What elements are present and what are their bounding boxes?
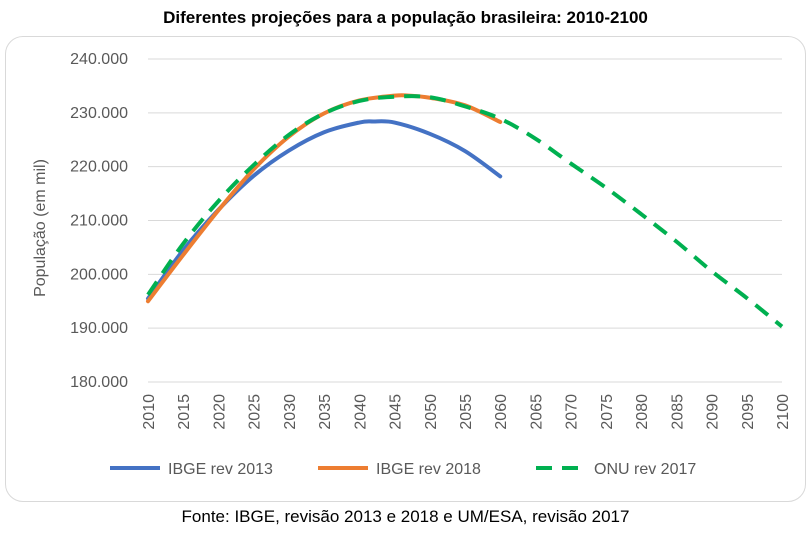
- y-tick-labels: 180.000 190.000 200.000 210.000 220.000 230.0…: [70, 51, 128, 391]
- y-tick-label: 220.000: [70, 159, 128, 176]
- x-tick-label: 2070: [564, 394, 581, 430]
- x-tick-label: 2055: [458, 394, 475, 430]
- legend-label: ONU rev 2017: [594, 461, 696, 478]
- x-tick-label: 2095: [740, 394, 757, 430]
- x-tick-label: 2085: [669, 394, 686, 430]
- x-tick-labels: 2010 2015 2020 2025 2030 2035 2040 2045 2050 2055…: [141, 394, 792, 430]
- y-axis-title: População (em mil): [32, 159, 49, 297]
- x-tick-label: 2060: [493, 394, 510, 430]
- grid-layer: [148, 58, 782, 383]
- chart-frame: [5, 36, 806, 502]
- legend: IBGE rev 2013 IBGE rev 2018 ONU rev 2017: [110, 461, 696, 478]
- x-tick-label: 2030: [282, 394, 299, 430]
- chart-title: Diferentes projeções para a população br…: [163, 8, 648, 27]
- series-layer: [146, 93, 784, 329]
- x-tick-label: 2080: [634, 394, 651, 430]
- series-line: [146, 119, 503, 301]
- y-tick-label: 200.000: [70, 266, 128, 283]
- y-tick-label: 230.000: [70, 105, 128, 122]
- x-tick-label: 2100: [775, 394, 792, 430]
- x-tick-label: 2040: [352, 394, 369, 430]
- x-tick-label: 2075: [599, 394, 616, 430]
- x-tick-label: 2035: [317, 394, 334, 430]
- source-note: Fonte: IBGE, revisão 2013 e 2018 e UM/ES…: [181, 507, 630, 526]
- y-tick-label: 240.000: [70, 51, 128, 68]
- x-tick-label: 2025: [247, 394, 264, 430]
- legend-label: IBGE rev 2018: [376, 461, 481, 478]
- x-tick-label: 2020: [211, 394, 228, 430]
- x-tick-label: 2045: [388, 394, 405, 430]
- x-tick-label: 2090: [705, 394, 722, 430]
- y-tick-label: 180.000: [70, 374, 128, 391]
- x-tick-label: 2015: [176, 394, 193, 430]
- x-tick-label: 2065: [528, 394, 545, 430]
- y-tick-label: 190.000: [70, 320, 128, 337]
- x-tick-label: 2010: [141, 394, 158, 430]
- series-line: [146, 93, 503, 304]
- y-tick-label: 210.000: [70, 213, 128, 230]
- legend-label: IBGE rev 2013: [168, 461, 273, 478]
- x-tick-label: 2050: [423, 394, 440, 430]
- series-line: [146, 94, 784, 329]
